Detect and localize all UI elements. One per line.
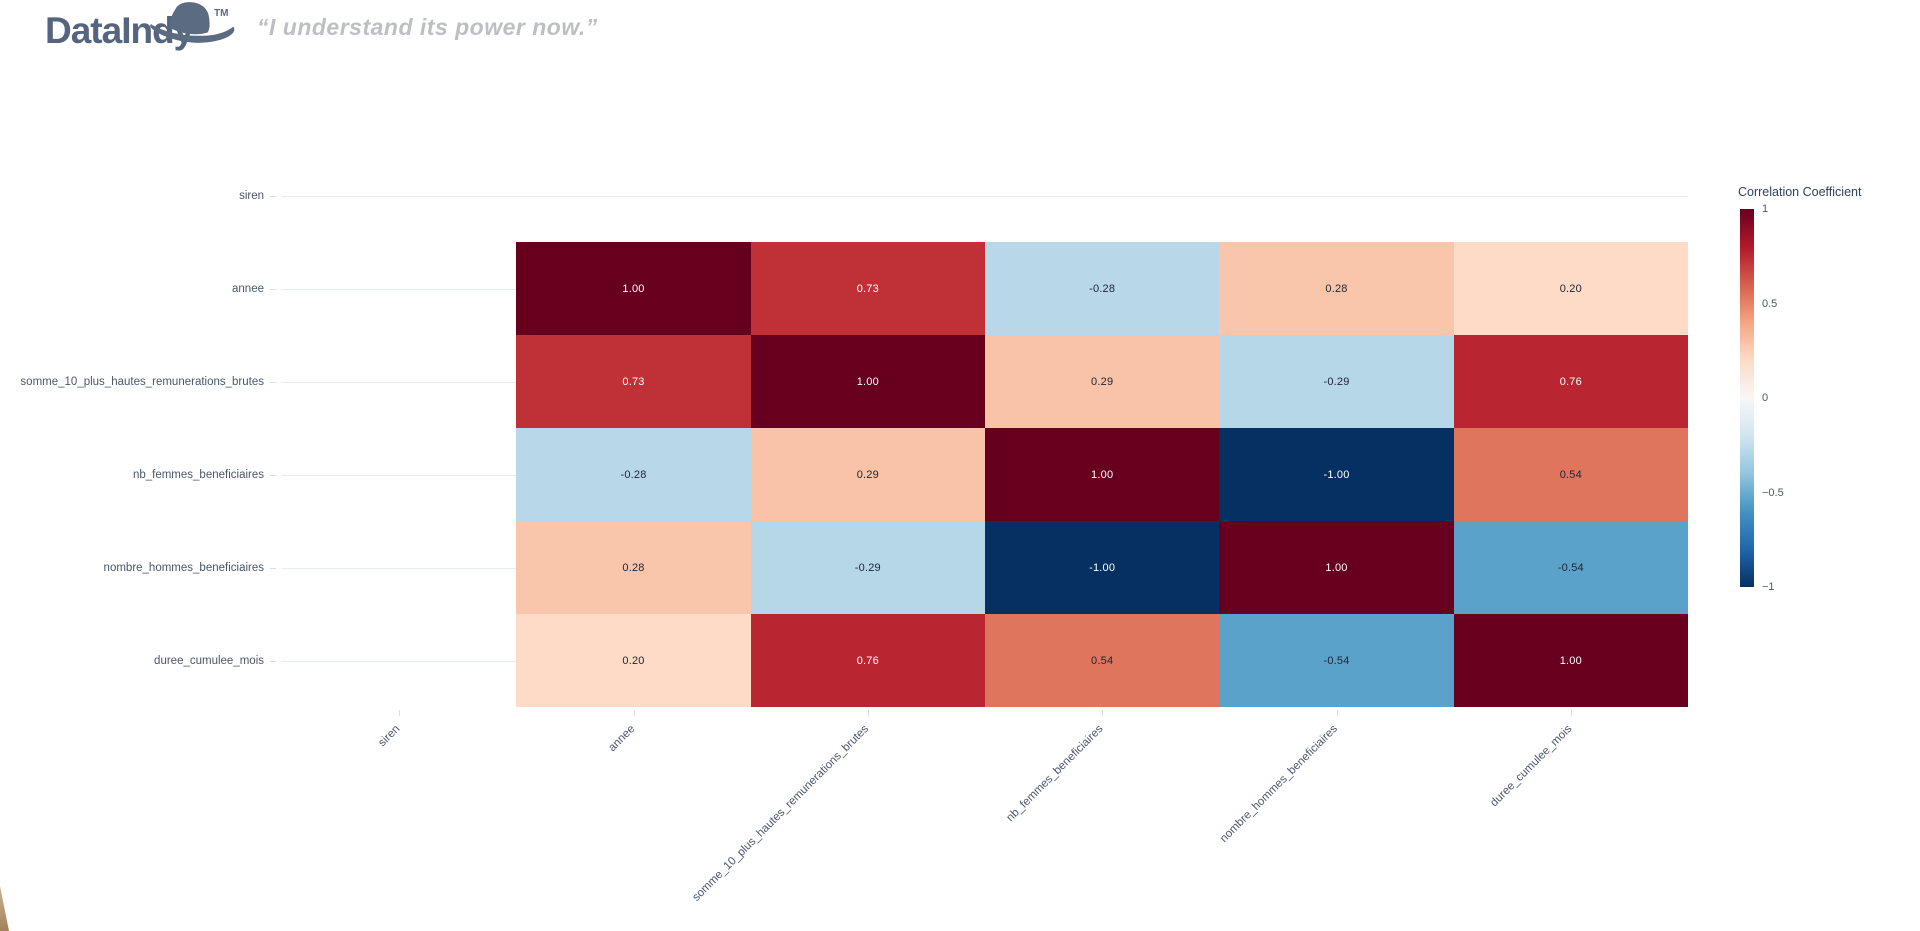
heatmap-cell[interactable]: 0.29 [750, 428, 985, 521]
heatmap-cell[interactable]: 0.73 [750, 242, 985, 335]
x-axis-label: siren [376, 723, 403, 750]
heatmap-cell[interactable]: -0.54 [1453, 521, 1688, 614]
x-axis-tick [867, 710, 869, 716]
brand-name: DataIndy [45, 10, 194, 51]
x-axis-label: annee [605, 723, 637, 755]
heatmap-cell[interactable]: -1.00 [985, 521, 1220, 614]
heatmap-cell[interactable]: 0.76 [750, 614, 985, 707]
heatmap-cell[interactable]: -0.29 [1219, 335, 1454, 428]
y-axis-tick [270, 660, 276, 662]
heatmap-cell[interactable]: 1.00 [985, 428, 1220, 521]
y-axis-label: duree_cumulee_mois [154, 654, 264, 667]
heatmap-cell[interactable]: 0.54 [985, 614, 1220, 707]
heatmap-cell[interactable]: 0.28 [516, 521, 751, 614]
x-axis-label: somme_10_plus_hautes_remunerations_brute… [690, 723, 872, 904]
y-axis-label: nb_femmes_beneficiaires [132, 468, 264, 481]
y-axis-tick [270, 381, 276, 383]
trademark-symbol: TM [214, 8, 229, 19]
colorbar-tick-label: 1 [1762, 203, 1769, 215]
colorbar-gradient [1740, 209, 1754, 587]
x-axis-tick [1336, 710, 1338, 716]
heatmap-cell[interactable]: -0.29 [750, 521, 985, 614]
x-axis-tick [633, 710, 635, 716]
heatmap-cell[interactable]: 0.76 [1453, 335, 1688, 428]
x-axis-tick [1570, 710, 1572, 716]
heatmap-cell[interactable]: 1.00 [1219, 521, 1454, 614]
heatmap-cell[interactable]: -0.54 [1219, 614, 1454, 707]
y-axis-tick [270, 288, 276, 290]
fedora-hat-icon [150, 2, 235, 43]
x-axis-tick [1102, 710, 1104, 716]
heatmap-cell[interactable]: 1.00 [750, 335, 985, 428]
heatmap-cell[interactable]: -1.00 [1219, 428, 1454, 521]
heatmap-cell[interactable]: 1.00 [1453, 614, 1688, 707]
heatmap-cell[interactable]: 0.20 [1453, 242, 1688, 335]
brand-tagline: “I understand its power now.” [257, 14, 598, 40]
heatmap-cell[interactable]: 0.29 [985, 335, 1220, 428]
y-axis-label: siren [239, 189, 264, 202]
y-axis-tick [270, 195, 276, 197]
colorbar-tick-label: −1 [1762, 581, 1775, 593]
x-axis-label: nb_femmes_beneficiaires [1004, 723, 1106, 825]
corner-wedge-decoration [0, 886, 9, 931]
heatmap-cell[interactable]: 0.28 [1219, 242, 1454, 335]
heatmap-cell[interactable]: 0.73 [516, 335, 751, 428]
y-axis-tick [270, 474, 276, 476]
y-axis-tick [270, 567, 276, 569]
heatmap-cell[interactable]: -0.28 [985, 242, 1220, 335]
x-axis-label: duree_cumulee_mois [1488, 723, 1575, 810]
heatmap-cell[interactable]: 0.20 [516, 614, 751, 707]
y-axis-label: annee [232, 282, 264, 295]
colorbar-tick-label: 0 [1762, 392, 1769, 404]
heatmap-cell[interactable]: 0.54 [1453, 428, 1688, 521]
colorbar-tick-label: 0.5 [1762, 297, 1778, 310]
x-axis-label: nombre_hommes_beneficiaires [1218, 723, 1340, 845]
y-axis-label: nombre_hommes_beneficiaires [103, 561, 264, 574]
x-axis-tick [399, 710, 401, 716]
colorbar-tick-label: −0.5 [1762, 486, 1784, 499]
colorbar-title: Correlation Coefficient [1738, 185, 1862, 199]
heatmap-cell[interactable]: -0.28 [516, 428, 751, 521]
heatmap-cell[interactable]: 1.00 [516, 242, 751, 335]
y-axis-label: somme_10_plus_hautes_remunerations_brute… [20, 375, 264, 388]
y-gridline [282, 195, 1688, 197]
